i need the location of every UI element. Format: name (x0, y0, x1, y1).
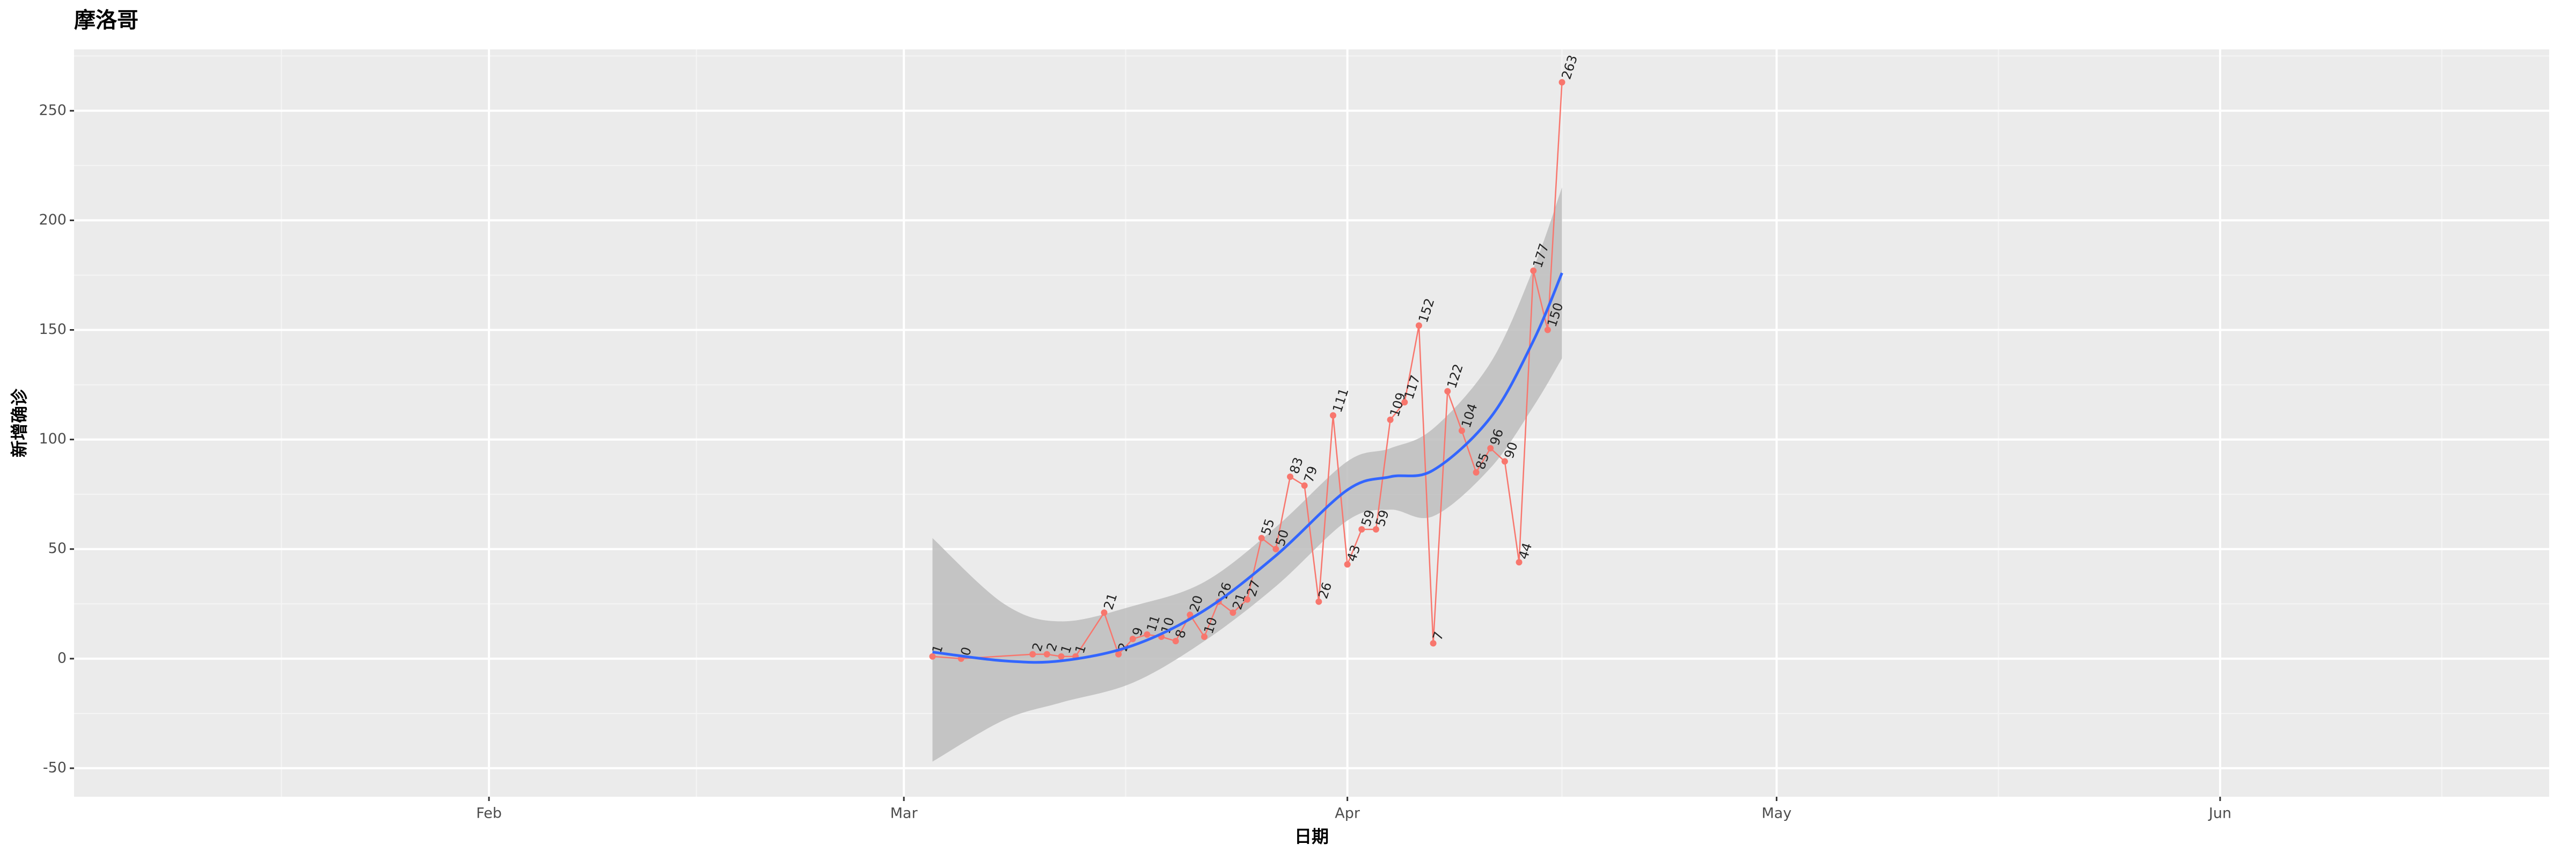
y-axis-title: 新增确诊 (9, 388, 30, 457)
point (1244, 596, 1251, 603)
point (1473, 469, 1480, 476)
point (1544, 326, 1551, 333)
point (1258, 535, 1265, 542)
y-tick-label: 150 (39, 321, 67, 338)
x-axis-title: 日期 (1294, 826, 1329, 847)
confidence-band (932, 187, 1562, 762)
y-tick-label: -50 (43, 759, 67, 776)
point (1301, 482, 1308, 489)
point (1387, 416, 1394, 423)
point (1487, 445, 1494, 452)
point (1558, 79, 1565, 86)
point (1315, 598, 1322, 605)
x-tick-label: Feb (476, 805, 502, 822)
point (1272, 545, 1279, 552)
point (1344, 561, 1351, 568)
point (1201, 634, 1208, 640)
chart-title: 摩洛哥 (74, 8, 138, 33)
point (929, 653, 936, 660)
y-tick-label: 0 (57, 650, 67, 666)
point (1172, 638, 1179, 645)
x-tick-label: May (1762, 805, 1792, 822)
point (1187, 612, 1194, 618)
point (1530, 267, 1537, 274)
point (1230, 609, 1236, 616)
point (1444, 388, 1451, 395)
point (1501, 458, 1508, 465)
point (1129, 636, 1136, 643)
point (1372, 526, 1379, 533)
y-tick-label: 250 (39, 102, 67, 119)
grid (74, 49, 2549, 797)
panel (74, 49, 2549, 797)
smooth-line (932, 272, 1563, 664)
point (1115, 651, 1122, 658)
x-tick-label: Apr (1335, 805, 1360, 822)
point (1287, 474, 1294, 481)
point (1029, 651, 1036, 658)
x-tick-label: Jun (2208, 805, 2231, 822)
point (1516, 559, 1523, 566)
point (1329, 412, 1336, 419)
point (1401, 399, 1408, 406)
point (1101, 609, 1108, 616)
y-tick-label: 50 (48, 540, 67, 557)
point (1058, 653, 1065, 660)
point (1458, 427, 1465, 434)
point (1043, 651, 1050, 658)
point (1144, 631, 1151, 638)
point (1358, 526, 1365, 533)
x-tick-label: Mar (890, 805, 918, 822)
y-tick-label: 200 (39, 212, 67, 228)
point (1430, 640, 1437, 647)
y-tick-label: 100 (39, 431, 67, 447)
point (1415, 322, 1422, 329)
